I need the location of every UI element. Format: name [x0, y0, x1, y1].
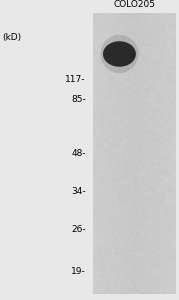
Text: 26-: 26- — [71, 225, 86, 234]
Text: 34-: 34- — [71, 188, 86, 196]
Text: 19-: 19- — [71, 267, 86, 276]
Text: 117-: 117- — [65, 75, 86, 84]
Bar — [93, 14, 175, 294]
Text: (kD): (kD) — [2, 33, 21, 42]
Text: COLO205: COLO205 — [113, 0, 155, 9]
Text: 48-: 48- — [71, 148, 86, 158]
Ellipse shape — [100, 35, 138, 73]
Text: 85-: 85- — [71, 94, 86, 103]
Ellipse shape — [103, 41, 136, 67]
